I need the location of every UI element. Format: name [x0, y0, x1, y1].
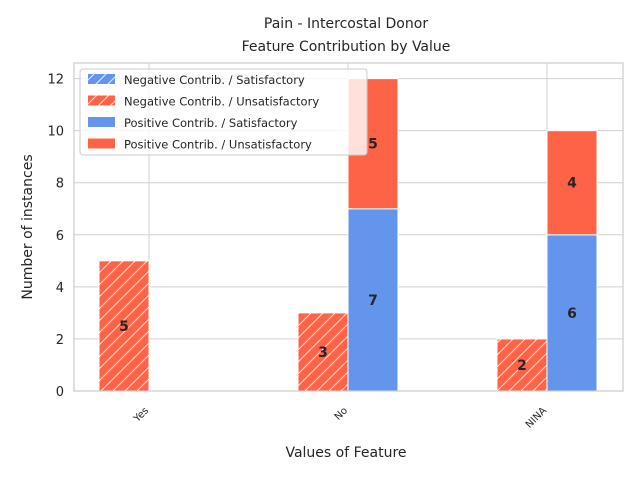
- legend-swatch: [88, 117, 115, 127]
- legend-label: Negative Contrib. / Satisfactory: [124, 73, 305, 87]
- data-label: 3: [318, 345, 328, 361]
- bar-hatch: [497, 338, 547, 391]
- y-tick-label: 0: [56, 385, 64, 400]
- legend-label: Negative Contrib. / Unsatisfactory: [124, 95, 319, 109]
- plot-frame: [73, 62, 624, 392]
- y-tick-label: 12: [47, 73, 64, 88]
- data-label: 5: [368, 137, 378, 153]
- legend: Negative Contrib. / Satisfactory Negative…: [79, 68, 368, 156]
- bar-segment: [546, 130, 598, 236]
- y-tick-label: 10: [47, 125, 64, 140]
- legend-label: Positive Contrib. / Satisfactory: [124, 116, 298, 130]
- data-label: 5: [119, 319, 129, 335]
- y-tick-label: 2: [56, 333, 64, 348]
- bar-hatch: [298, 312, 348, 391]
- y-tick-label: 6: [56, 229, 64, 244]
- chart-subtitle: Feature Contribution by Value: [242, 39, 451, 55]
- data-label: 2: [517, 358, 527, 374]
- legend-box: [79, 68, 368, 156]
- data-label: 7: [368, 293, 378, 309]
- chart-title: Pain - Intercostal Donor: [264, 16, 428, 32]
- y-tick-label: 8: [56, 177, 64, 192]
- data-label: 6: [567, 306, 577, 322]
- x-tick-label: Yes: [131, 405, 151, 425]
- x-axis-label: Values of Feature: [285, 445, 406, 461]
- x-tick-label: NINA: [524, 405, 549, 430]
- legend-swatch: [88, 138, 115, 149]
- y-tick-label: 4: [56, 281, 64, 296]
- legend-label: Positive Contrib. / Unsatisfactory: [124, 138, 312, 152]
- legend-swatch-hatch: [88, 95, 115, 106]
- data-label: 4: [567, 176, 577, 192]
- y-axis-label: Number of instances: [20, 154, 36, 299]
- bar-segment: [347, 208, 399, 392]
- bar-hatch: [99, 260, 149, 391]
- x-tick-label: No: [333, 405, 350, 422]
- legend-swatch-hatch: [88, 74, 115, 84]
